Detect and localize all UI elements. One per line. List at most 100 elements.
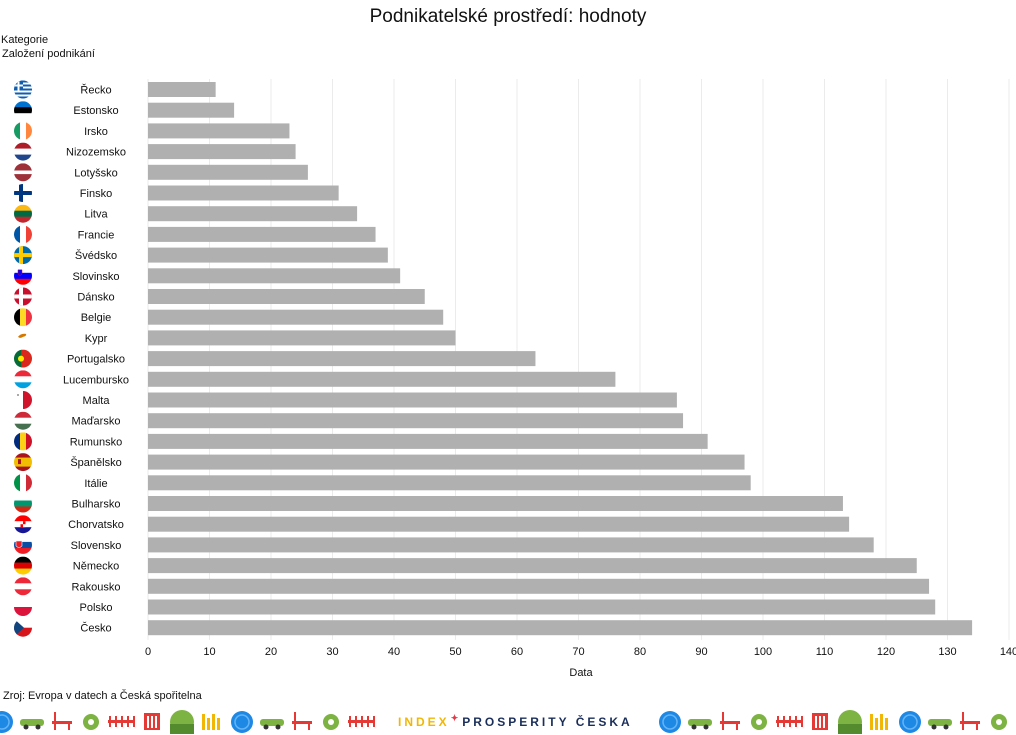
flag-spain-icon: [14, 453, 32, 472]
factory-icon: [875, 718, 878, 730]
gear-icon: [328, 719, 334, 725]
category-label: Kategorie: [1, 34, 49, 46]
category-label: Řecko: [80, 84, 111, 97]
car-icon: [23, 724, 29, 730]
bar: [148, 516, 850, 532]
car-icon: [703, 724, 709, 730]
gear-icon: [996, 719, 1002, 725]
flag-luxembourg-icon: [14, 370, 32, 389]
category-value: Založení podnikání: [2, 48, 95, 60]
chart-title: Podnikatelské prostředí: hodnoty: [369, 6, 647, 27]
fence-icon: [355, 716, 357, 727]
flag-ireland-icon: [14, 121, 32, 140]
flag-slovakia-icon: [14, 535, 32, 554]
flag-latvia-icon: [14, 163, 32, 182]
x-tick-label: 130: [938, 646, 956, 658]
bar: [148, 558, 917, 574]
factory-icon: [885, 718, 888, 730]
x-axis-label: Data: [569, 667, 593, 679]
fence-icon: [361, 716, 363, 727]
category-label: Francie: [78, 229, 115, 241]
category-label: Kypr: [85, 333, 108, 345]
category-label: Maďarsko: [72, 416, 121, 428]
tree-icon: [838, 724, 862, 734]
globe-icon: [659, 711, 681, 733]
bar: [148, 289, 425, 304]
category-label: Slovinsko: [72, 271, 119, 283]
x-tick-label: 140: [1000, 646, 1016, 658]
building-icon: [155, 716, 157, 728]
bar-chart: 0 10 20 30 40 50 60 70 80 90 100 110 120 130 140 Data Ře…: [14, 79, 1016, 679]
bench-icon: [294, 712, 296, 730]
car-icon: [691, 724, 697, 730]
category-label: Portugalsko: [67, 354, 125, 366]
x-tick-label: 30: [326, 646, 338, 658]
bar: [148, 268, 401, 284]
category-label: Dánsko: [77, 292, 114, 304]
car-icon: [928, 719, 952, 726]
category-label: Rumunsko: [70, 436, 123, 448]
category-label: Chorvatsko: [68, 519, 124, 531]
factory-icon: [870, 714, 873, 730]
flag-czechia-icon: [14, 618, 32, 637]
category-label: Estonsko: [73, 105, 118, 117]
bench-icon: [960, 721, 980, 724]
category-label: Finsko: [80, 188, 112, 200]
fence-icon: [777, 716, 779, 727]
globe-icon: [234, 714, 250, 730]
flag-malta-icon: [14, 391, 32, 409]
fence-icon: [115, 716, 117, 727]
x-tick-label: 120: [877, 646, 895, 658]
x-tick-label: 10: [203, 646, 215, 658]
x-tick-label: 100: [754, 646, 772, 658]
category-label: Bulharsko: [72, 499, 121, 511]
car-icon: [35, 724, 41, 730]
bar: [148, 206, 358, 222]
gear-icon: [88, 719, 94, 725]
brand-index: INDEX: [398, 715, 450, 729]
fence-icon: [801, 716, 803, 727]
bench-icon: [720, 721, 740, 724]
x-tick-label: 60: [511, 646, 523, 658]
category-label: Německo: [73, 561, 119, 573]
flag-denmark-icon: [14, 287, 32, 306]
factory-icon: [212, 714, 215, 730]
building-icon: [147, 716, 149, 728]
flag-greece-icon: [14, 80, 32, 99]
factory-icon: [207, 718, 210, 730]
bar: [148, 226, 376, 242]
footer-decoration: [0, 710, 1007, 734]
car-icon: [688, 719, 712, 726]
globe-icon: [902, 714, 918, 730]
brand-prosperity: PROSPERITY ČESKA: [462, 715, 633, 729]
category-label: Belgie: [81, 312, 112, 324]
x-tick-label: 20: [265, 646, 277, 658]
tree-icon: [170, 724, 194, 734]
building-icon: [815, 716, 817, 728]
bench-icon: [722, 712, 724, 730]
globe-icon: [0, 714, 10, 730]
bench-icon: [976, 724, 978, 730]
globe-icon: [899, 711, 921, 733]
bar: [148, 475, 751, 491]
fence-icon: [783, 716, 785, 727]
category-label: Lucembursko: [63, 374, 129, 386]
bar: [148, 82, 216, 97]
bench-icon: [68, 724, 70, 730]
car-icon: [275, 724, 281, 730]
x-tick-label: 50: [449, 646, 461, 658]
flag-austria-icon: [14, 577, 32, 596]
bar: [148, 123, 290, 139]
x-tick-label: 90: [695, 646, 707, 658]
flag-france-icon: [14, 225, 32, 244]
building-icon: [823, 716, 825, 728]
building-icon: [819, 716, 821, 728]
source-note: Zroj: Evropa v datech a Česká spořitelna: [3, 690, 202, 702]
bar: [148, 433, 708, 449]
flag-romania-icon: [14, 432, 32, 451]
fence-icon: [373, 716, 375, 727]
category-label: Švédsko: [75, 249, 117, 262]
flag-poland-icon: [14, 598, 32, 616]
bar: [148, 537, 874, 553]
category-label: Slovensko: [71, 540, 122, 552]
